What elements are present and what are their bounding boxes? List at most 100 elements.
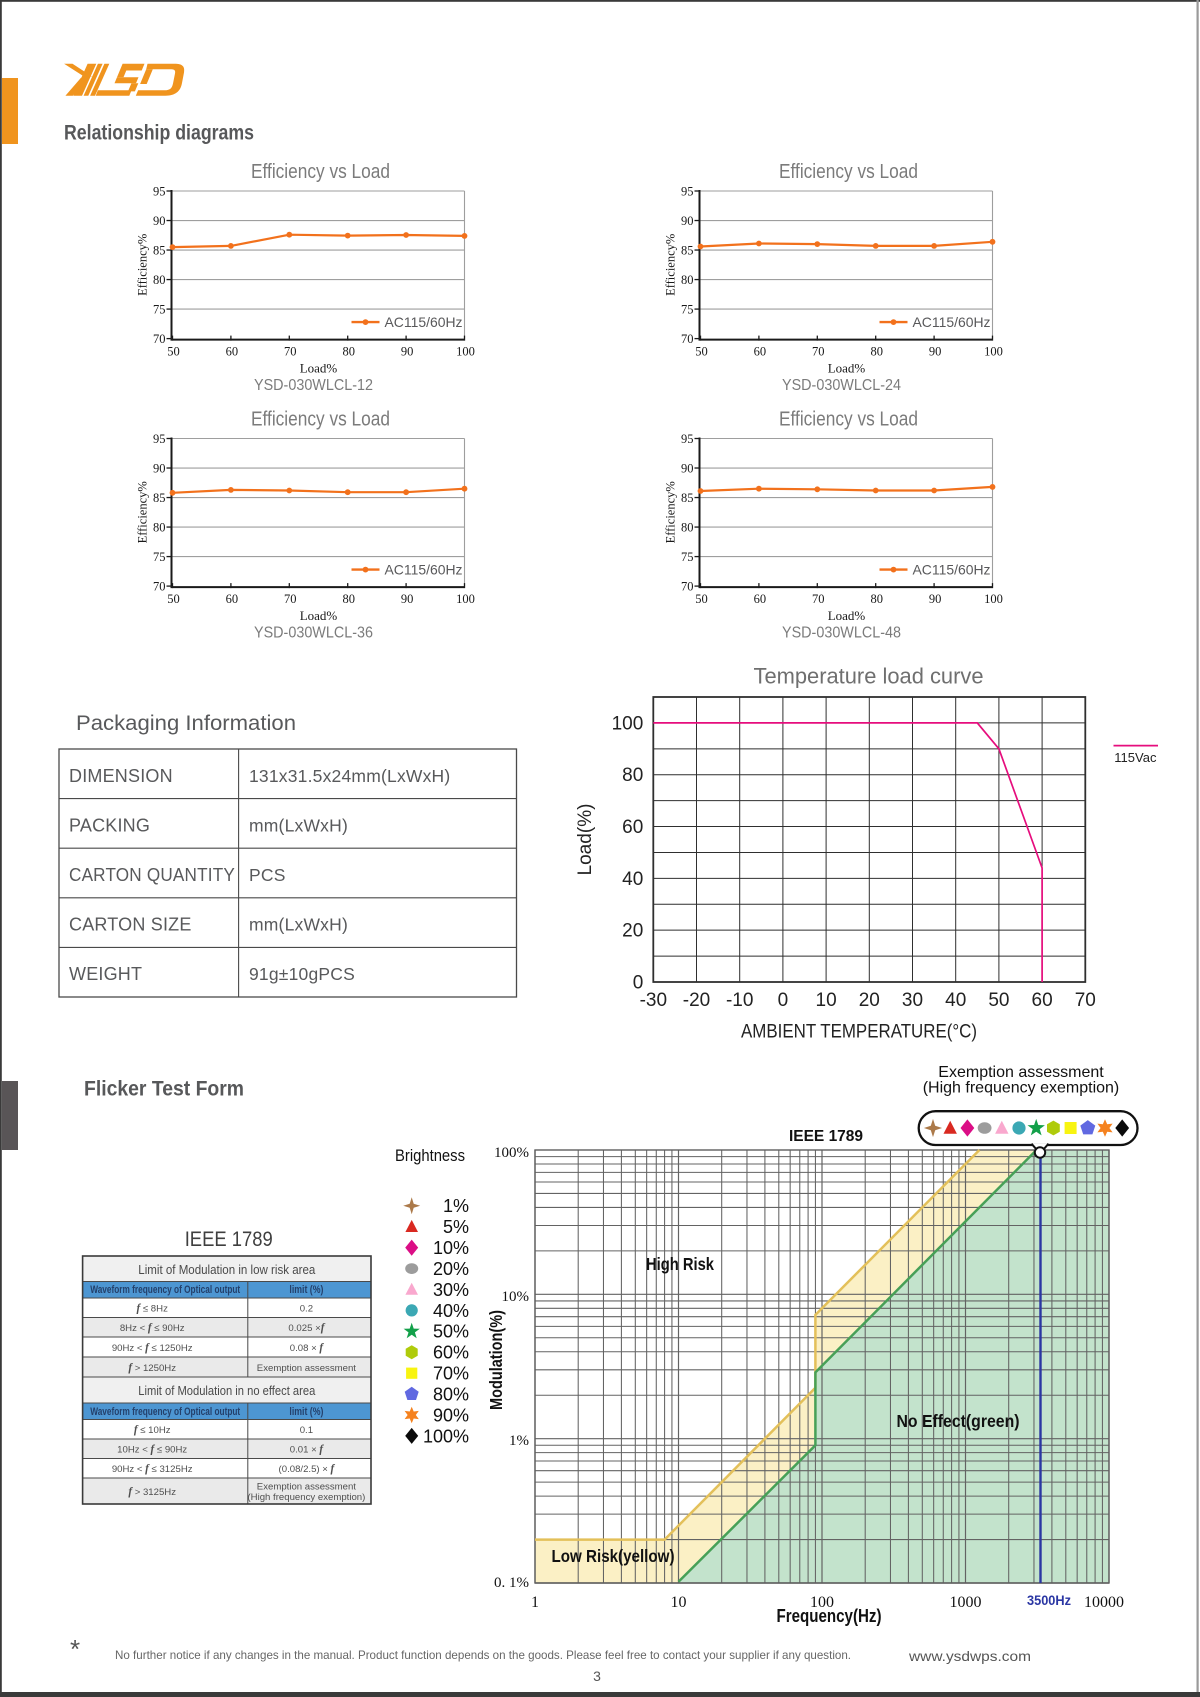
svg-text:Load%: Load% bbox=[828, 608, 866, 623]
svg-text:30%: 30% bbox=[433, 1280, 469, 1300]
svg-text:3: 3 bbox=[593, 1668, 601, 1684]
svg-text:70: 70 bbox=[681, 332, 694, 346]
svg-text:3500Hz: 3500Hz bbox=[1027, 1593, 1071, 1608]
svg-text:100: 100 bbox=[810, 1594, 834, 1611]
svg-text:mm(LxWxH): mm(LxWxH) bbox=[249, 815, 348, 835]
svg-text:(0.08/2.5) × f: (0.08/2.5) × f bbox=[279, 1463, 336, 1475]
svg-text:80: 80 bbox=[342, 592, 355, 606]
svg-text:f ≤ 8Hz: f ≤ 8Hz bbox=[137, 1303, 169, 1315]
svg-text:YSD-030WLCL-48: YSD-030WLCL-48 bbox=[782, 625, 901, 642]
svg-text:Efficiency vs Load: Efficiency vs Load bbox=[779, 161, 918, 183]
svg-text:100: 100 bbox=[984, 345, 1003, 359]
svg-text:60: 60 bbox=[754, 592, 767, 606]
svg-text:60: 60 bbox=[622, 817, 643, 838]
svg-text:www.ysdwps.com: www.ysdwps.com bbox=[908, 1648, 1031, 1664]
svg-text:50: 50 bbox=[988, 990, 1009, 1011]
svg-text:Load(%): Load(%) bbox=[575, 804, 596, 876]
svg-text:0. 1%: 0. 1% bbox=[494, 1575, 529, 1591]
svg-text:80: 80 bbox=[342, 345, 355, 359]
svg-text:limit (%): limit (%) bbox=[289, 1406, 323, 1418]
svg-text:100: 100 bbox=[456, 592, 475, 606]
svg-text:70: 70 bbox=[812, 345, 825, 359]
svg-text:Relationship diagrams: Relationship diagrams bbox=[64, 122, 254, 145]
svg-text:90: 90 bbox=[401, 592, 414, 606]
svg-text:10%: 10% bbox=[433, 1238, 469, 1258]
svg-text:0: 0 bbox=[778, 990, 789, 1011]
svg-text:95: 95 bbox=[153, 184, 166, 198]
svg-text:50: 50 bbox=[167, 345, 180, 359]
svg-text:No Effect(green): No Effect(green) bbox=[897, 1411, 1020, 1431]
svg-text:CARTON SIZE: CARTON SIZE bbox=[69, 915, 192, 935]
svg-text:90Hz < f ≤ 3125Hz: 90Hz < f ≤ 3125Hz bbox=[112, 1463, 193, 1475]
svg-text:YSD-030WLCL-12: YSD-030WLCL-12 bbox=[254, 377, 373, 394]
svg-text:100%: 100% bbox=[423, 1426, 469, 1446]
svg-text:0.1: 0.1 bbox=[300, 1425, 313, 1436]
svg-text:No further notice if any chang: No further notice if any changes in the … bbox=[115, 1649, 851, 1662]
svg-text:85: 85 bbox=[153, 491, 166, 505]
svg-text:1: 1 bbox=[531, 1594, 539, 1611]
svg-text:Load%: Load% bbox=[828, 361, 866, 376]
svg-text:1%: 1% bbox=[509, 1433, 529, 1449]
svg-text:Temperature load curve: Temperature load curve bbox=[754, 664, 984, 689]
svg-text:80: 80 bbox=[622, 765, 643, 786]
svg-text:90: 90 bbox=[153, 461, 166, 475]
svg-text:0.01 × f: 0.01 × f bbox=[290, 1444, 325, 1456]
svg-text:60: 60 bbox=[226, 592, 239, 606]
svg-text:Efficiency%: Efficiency% bbox=[136, 234, 150, 296]
svg-text:90: 90 bbox=[401, 345, 414, 359]
svg-text:Brightness: Brightness bbox=[395, 1147, 465, 1165]
svg-text:95: 95 bbox=[153, 432, 166, 446]
svg-text:40%: 40% bbox=[433, 1301, 469, 1321]
svg-text:40: 40 bbox=[945, 990, 966, 1011]
svg-text:100: 100 bbox=[984, 592, 1003, 606]
svg-text:PCS: PCS bbox=[249, 865, 286, 885]
svg-text:50%: 50% bbox=[433, 1322, 469, 1342]
svg-text:85: 85 bbox=[153, 243, 166, 257]
svg-text:90: 90 bbox=[929, 345, 942, 359]
svg-text:60: 60 bbox=[754, 345, 767, 359]
svg-text:60: 60 bbox=[226, 345, 239, 359]
svg-text:90: 90 bbox=[929, 592, 942, 606]
svg-text:Packaging Information: Packaging Information bbox=[76, 711, 296, 735]
svg-text:YSD-030WLCL-24: YSD-030WLCL-24 bbox=[782, 377, 901, 394]
svg-text:AC115/60Hz: AC115/60Hz bbox=[385, 562, 463, 578]
svg-text:30: 30 bbox=[902, 990, 923, 1011]
svg-text:Flicker Test Form: Flicker Test Form bbox=[84, 1078, 244, 1101]
svg-text:75: 75 bbox=[153, 550, 166, 564]
svg-text:Efficiency vs Load: Efficiency vs Load bbox=[779, 409, 918, 431]
svg-text:90Hz < f ≤ 1250Hz: 90Hz < f ≤ 1250Hz bbox=[112, 1342, 193, 1354]
svg-text:Limit of Modulation in no effe: Limit of Modulation in no effect area bbox=[138, 1383, 316, 1398]
svg-text:20: 20 bbox=[859, 990, 880, 1011]
svg-text:90: 90 bbox=[681, 214, 694, 228]
svg-text:131x31.5x24mm(LxWxH): 131x31.5x24mm(LxWxH) bbox=[249, 766, 450, 786]
svg-text:Load%: Load% bbox=[300, 608, 338, 623]
svg-text:0.025 ×f: 0.025 ×f bbox=[288, 1322, 325, 1334]
svg-text:Exemption assessment: Exemption assessment bbox=[938, 1064, 1104, 1081]
svg-text:Waveform frequency of Optical: Waveform frequency of Optical output bbox=[90, 1284, 240, 1296]
svg-text:5%: 5% bbox=[443, 1217, 469, 1237]
svg-text:YSD-030WLCL-36: YSD-030WLCL-36 bbox=[254, 625, 373, 642]
svg-text:80: 80 bbox=[153, 521, 166, 535]
svg-text:70: 70 bbox=[812, 592, 825, 606]
svg-text:Frequency(Hz): Frequency(Hz) bbox=[777, 1606, 882, 1626]
svg-text:80: 80 bbox=[681, 273, 694, 287]
svg-text:Efficiency%: Efficiency% bbox=[136, 481, 150, 543]
svg-text:80%: 80% bbox=[433, 1385, 469, 1405]
svg-text:80: 80 bbox=[153, 273, 166, 287]
svg-text:CARTON QUANTITY: CARTON QUANTITY bbox=[69, 865, 235, 885]
svg-text:85: 85 bbox=[681, 491, 694, 505]
svg-text:75: 75 bbox=[153, 303, 166, 317]
svg-text:0.2: 0.2 bbox=[300, 1304, 313, 1315]
svg-text:1%: 1% bbox=[443, 1196, 469, 1216]
svg-text:Efficiency%: Efficiency% bbox=[664, 481, 678, 543]
svg-text:-10: -10 bbox=[726, 990, 753, 1011]
svg-text:mm(LxWxH): mm(LxWxH) bbox=[249, 915, 348, 935]
svg-text:AC115/60Hz: AC115/60Hz bbox=[913, 562, 991, 578]
svg-text:Load%: Load% bbox=[300, 361, 338, 376]
svg-text:10: 10 bbox=[816, 990, 837, 1011]
svg-text:Efficiency vs Load: Efficiency vs Load bbox=[251, 161, 390, 183]
svg-text:AC115/60Hz: AC115/60Hz bbox=[385, 314, 463, 330]
svg-text:-30: -30 bbox=[640, 990, 667, 1011]
svg-text:75: 75 bbox=[681, 303, 694, 317]
svg-text:f > 3125Hz: f > 3125Hz bbox=[128, 1486, 176, 1498]
